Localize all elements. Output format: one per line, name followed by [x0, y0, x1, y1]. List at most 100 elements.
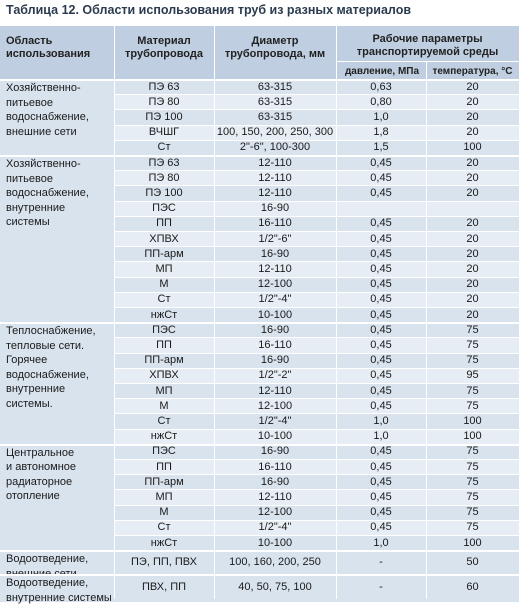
cell-material: Ст: [157, 141, 171, 154]
table-row: [114, 155, 519, 171]
cell-material: М: [159, 506, 169, 519]
cell-temperature: 95: [466, 369, 479, 382]
cell-temperature: 20: [466, 80, 479, 93]
group-label: Водоотведение, внутренние системы: [6, 577, 112, 604]
cell-material: ПП-арм: [144, 247, 184, 260]
cell-pressure: 0,45: [370, 217, 392, 230]
group-cell: [0, 574, 114, 599]
table-row: [114, 322, 519, 338]
cell-temperature: 75: [466, 323, 479, 336]
cell-material: нжСт: [150, 430, 178, 443]
cell-temperature: 20: [466, 126, 479, 139]
cell-material: нжСт: [150, 308, 178, 321]
group-divider: [0, 574, 519, 577]
group-divider: [0, 550, 519, 553]
cell-diameter: 16-90: [260, 247, 290, 260]
header-material: Материал трубопровода: [125, 35, 203, 60]
row-divider: [114, 291, 519, 293]
cell-pressure: 0,45: [370, 187, 392, 199]
cell-material: ПП: [156, 217, 172, 230]
table-row: [114, 413, 519, 429]
cell-diameter: 1/2"-4": [258, 415, 292, 427]
cell-diameter: 1/2"-4": [258, 293, 292, 306]
cell-material: ПЭ 100: [145, 187, 183, 199]
row-divider: [114, 261, 519, 263]
cell-diameter: 12-110: [258, 187, 292, 199]
cell-diameter: 40, 50, 75, 100: [238, 580, 312, 593]
row-divider: [114, 307, 519, 308]
cell-temperature: 75: [466, 339, 479, 351]
header-pressure: давление, МПа: [344, 66, 420, 77]
cell-diameter: 1/2"-2": [258, 369, 292, 382]
table-row: [114, 170, 519, 186]
cell-material: Ст: [157, 415, 171, 427]
cell-pressure: 0,45: [370, 339, 392, 351]
cell-diameter: 16-90: [260, 202, 290, 215]
group-label: Хозяйственно- питьевое водоснабжение, вн…: [6, 82, 89, 138]
cell-pressure: 0,63: [370, 80, 392, 93]
cell-diameter: 1/2"-4": [258, 521, 292, 534]
cell-temperature: 75: [466, 506, 479, 519]
table-row: [114, 550, 519, 575]
cell-pressure: 0,45: [370, 369, 392, 382]
header-diameter: Диаметр трубопровода, мм: [224, 35, 326, 60]
cell-temperature: 75: [466, 354, 479, 367]
cell-pressure: 0,45: [370, 308, 392, 321]
row-divider: [114, 337, 519, 339]
row-divider: [114, 200, 519, 202]
table-row: [114, 307, 519, 323]
pipe-usage-table: Область использования Материал трубопров…: [0, 26, 519, 604]
row-divider: [114, 352, 519, 354]
cell-material: Ст: [157, 521, 171, 534]
cell-pressure: 1,0: [373, 111, 389, 123]
cell-material: ПП: [156, 460, 172, 473]
row-divider: [114, 231, 519, 232]
row-divider: [114, 428, 519, 430]
cell-pressure: 0,45: [370, 323, 392, 336]
cell-diameter: 12-100: [257, 278, 293, 291]
cell-diameter: 12-110: [258, 171, 292, 184]
group-cell: [0, 443, 114, 551]
cell-diameter: 10-100: [257, 308, 293, 321]
cell-temperature: 20: [466, 232, 479, 245]
cell-pressure: 0,45: [370, 171, 392, 184]
table-row: [114, 459, 519, 475]
cell-material: МП: [155, 384, 173, 397]
cell-temperature: 100: [463, 141, 482, 154]
cell-material: ПЭ 80: [148, 95, 180, 108]
row-divider: [114, 489, 519, 491]
group-cell: [0, 155, 114, 323]
row-divider: [114, 185, 519, 187]
cell-temperature: 20: [466, 111, 479, 123]
cell-material: ВЧШГ: [148, 126, 180, 139]
cell-diameter: 63-315: [257, 95, 293, 108]
cell-temperature: 100: [463, 536, 482, 549]
cell-material: нжСт: [150, 536, 178, 549]
cell-material: МП: [155, 263, 173, 275]
cell-temperature: 75: [466, 521, 479, 534]
cell-material: ПЭ 100: [145, 111, 183, 123]
cell-temperature: 75: [466, 399, 479, 412]
cell-pressure: 1,0: [373, 415, 389, 427]
column-divider: [114, 26, 115, 599]
table-row: [114, 428, 519, 444]
header-area: Область использования: [6, 35, 91, 60]
cell-temperature: 20: [466, 217, 479, 230]
cell-material: ПВХ, ПП: [141, 580, 187, 593]
cell-pressure: 0,45: [370, 156, 392, 169]
table-row: [114, 383, 519, 399]
cell-diameter: 100, 160, 200, 250: [229, 556, 321, 569]
row-divider: [114, 109, 519, 111]
cell-material: ПЭ 63: [148, 156, 180, 169]
cell-temperature: 75: [466, 491, 479, 503]
table-row: [114, 504, 519, 520]
cell-pressure: 0,45: [370, 278, 392, 291]
group-label: Теплоснабжение, тепловые сети. Горячее в…: [6, 325, 96, 410]
cell-diameter: 16-90: [260, 475, 290, 488]
column-divider: [214, 26, 215, 599]
table-row: [114, 246, 519, 262]
cell-diameter: 12-110: [258, 156, 292, 169]
cell-diameter: 12-100: [257, 399, 293, 412]
cell-temperature: 20: [466, 156, 479, 169]
cell-material: ПП: [156, 339, 172, 351]
